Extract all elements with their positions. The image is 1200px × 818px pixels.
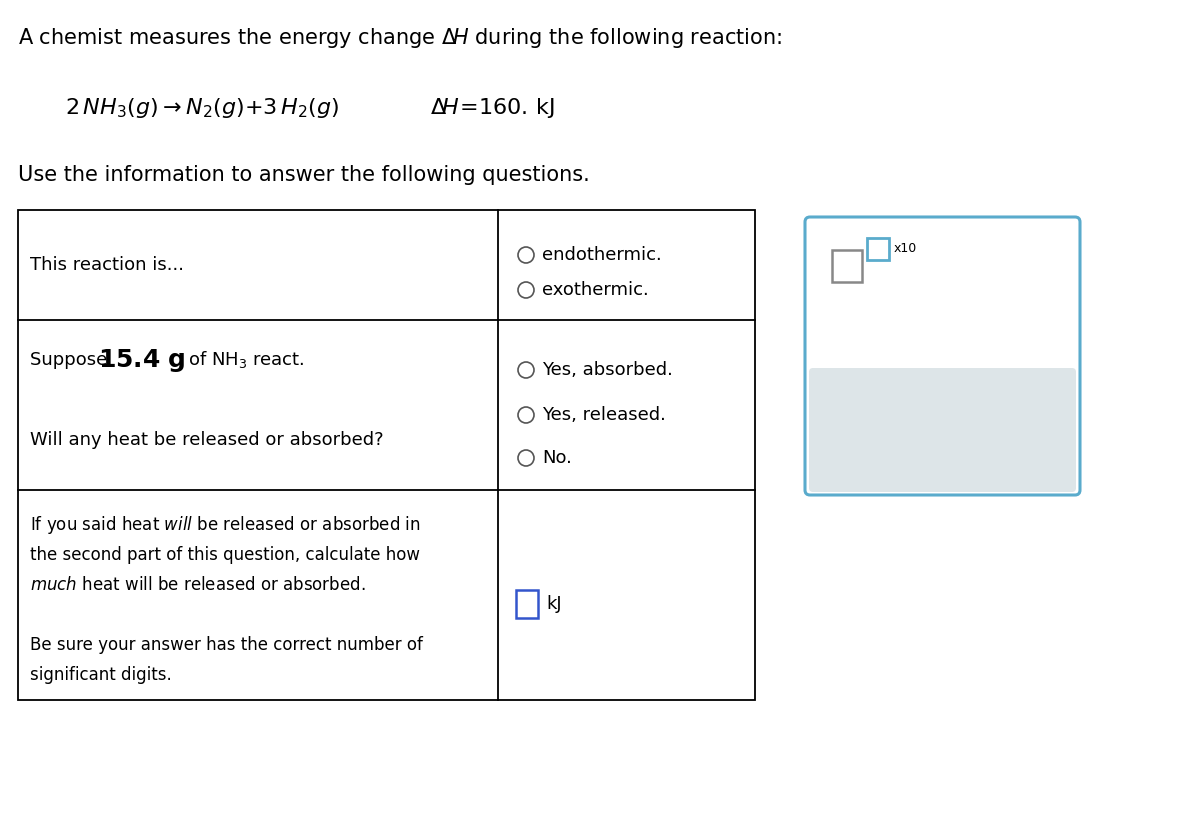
FancyBboxPatch shape [805, 217, 1080, 495]
Text: Be sure your answer has the correct number of: Be sure your answer has the correct numb… [30, 636, 422, 654]
Text: ↺: ↺ [985, 413, 1016, 447]
FancyBboxPatch shape [809, 368, 1076, 492]
Text: endothermic.: endothermic. [542, 246, 661, 264]
Bar [866, 238, 889, 260]
Text: This reaction is...: This reaction is... [30, 256, 184, 274]
Text: Use the information to answer the following questions.: Use the information to answer the follow… [18, 165, 589, 185]
Circle shape [518, 450, 534, 466]
Text: the second part of this question, calculate how: the second part of this question, calcul… [30, 546, 420, 564]
Text: exothermic.: exothermic. [542, 281, 649, 299]
Bar [832, 250, 862, 282]
Text: No.: No. [542, 449, 572, 467]
Text: $\mathbf{15.4\ g}$: $\mathbf{15.4\ g}$ [98, 347, 186, 374]
Bar [18, 210, 755, 700]
Text: $\mathit{much}$ heat will be released or absorbed.: $\mathit{much}$ heat will be released or… [30, 576, 366, 594]
Text: If you said heat $\mathit{will}$ be released or absorbed in: If you said heat $\mathit{will}$ be rele… [30, 514, 421, 536]
Text: ×: × [869, 413, 899, 447]
Bar [516, 590, 538, 618]
Circle shape [518, 282, 534, 298]
Circle shape [518, 362, 534, 378]
FancyBboxPatch shape [811, 371, 1074, 491]
Text: of $\mathrm{NH_3}$ react.: of $\mathrm{NH_3}$ react. [188, 349, 305, 371]
Text: A chemist measures the energy change $\Delta\!H$ during the following reaction:: A chemist measures the energy change $\D… [18, 26, 782, 50]
Text: $\Delta\!H\!=\!160.\,\mathrm{kJ}$: $\Delta\!H\!=\!160.\,\mathrm{kJ}$ [430, 96, 556, 120]
Text: kJ: kJ [546, 595, 562, 613]
Text: x10: x10 [894, 242, 917, 255]
Text: significant digits.: significant digits. [30, 666, 172, 684]
Text: Yes, absorbed.: Yes, absorbed. [542, 361, 673, 379]
Circle shape [518, 407, 534, 423]
Text: Suppose: Suppose [30, 351, 113, 369]
Text: $\mathit{2\,NH_3(g) \rightarrow N_2(g){+}3\,H_2(g)}$: $\mathit{2\,NH_3(g) \rightarrow N_2(g){+… [65, 96, 340, 120]
Text: Yes, released.: Yes, released. [542, 406, 666, 424]
Circle shape [518, 247, 534, 263]
Text: Will any heat be released or absorbed?: Will any heat be released or absorbed? [30, 431, 384, 449]
